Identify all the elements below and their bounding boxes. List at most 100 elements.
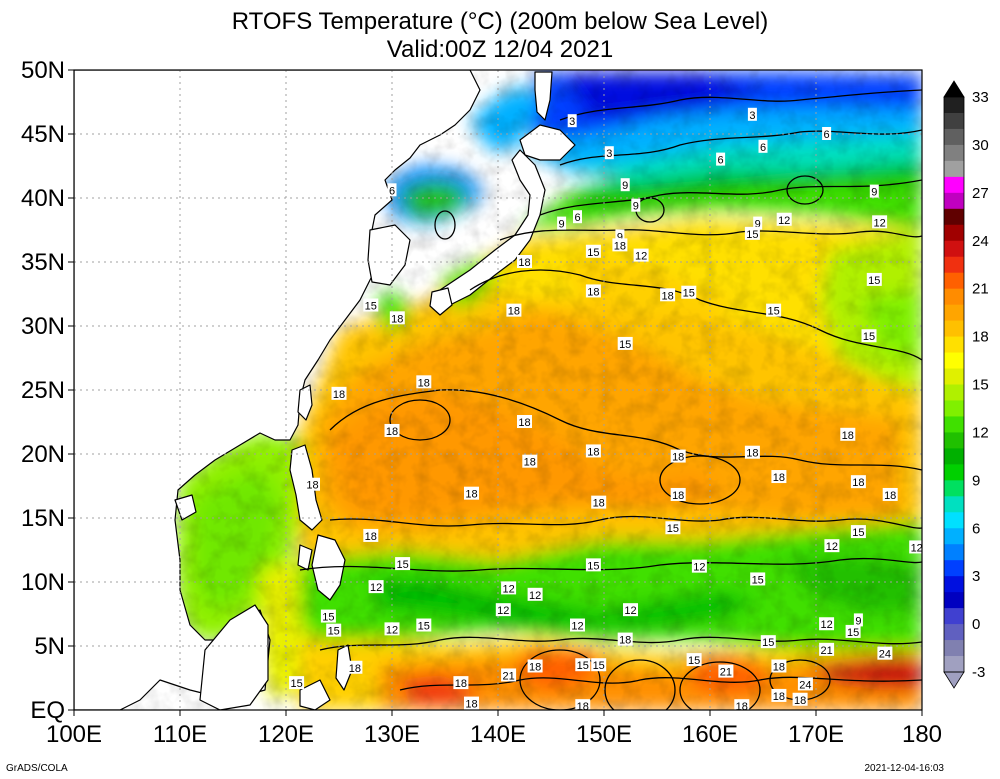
svg-text:18: 18 [391,313,403,325]
svg-text:18: 18 [465,699,477,711]
svg-text:15: 15 [863,331,875,343]
colorbar-swatch [944,416,964,433]
contour-label: 18 [617,632,633,647]
map-gridlines [74,70,922,710]
svg-text:15: 15 [587,560,599,572]
svg-text:21: 21 [502,670,514,682]
temperature-field [74,70,922,710]
contour-label: 15 [744,226,760,241]
svg-text:15: 15 [290,678,302,690]
lat-tick-label: 45N [21,121,65,148]
svg-text:18: 18 [518,417,530,429]
colorbar-label: 15 [972,377,989,394]
contour-label: 12 [368,580,384,594]
svg-text:15: 15 [619,339,631,351]
svg-text:15: 15 [852,527,864,539]
svg-text:18: 18 [529,661,541,673]
contour-label: 15 [750,572,766,586]
colorbar-label: 12 [972,424,989,441]
contour-label: 12 [691,559,707,574]
contour-label: 15 [585,244,601,259]
colorbar-swatch [944,272,964,290]
svg-text:18: 18 [852,477,864,489]
colorbar-swatch [944,560,964,577]
svg-text:9: 9 [622,180,628,192]
colorbar-swatch [944,624,964,641]
contour-label: 18 [734,699,750,713]
colorbar-swatch [944,608,964,625]
contour-label: 24 [877,646,893,661]
colorbar-swatch [944,320,964,338]
lat-tick-label: 25N [21,377,65,404]
contour-label: 12 [824,539,840,553]
svg-text:15: 15 [322,612,334,624]
lat-tick-label: 5N [34,633,65,660]
svg-text:18: 18 [842,430,854,442]
svg-text:12: 12 [624,605,636,617]
contour-label: 18 [517,415,532,429]
map-title: RTOFS Temperature (°C) (200m below Sea L… [231,8,769,35]
contour-label: 18 [850,475,866,489]
svg-text:18: 18 [518,257,530,269]
contour-label: 9 [753,216,763,231]
contour-label: 15 [861,329,877,343]
svg-text:18: 18 [418,377,430,389]
colorbar-label: 21 [972,281,989,298]
lon-tick-label: 170E [788,721,844,748]
svg-text:12: 12 [873,217,885,229]
colorbar-swatch [944,640,964,657]
contour-label: 9 [557,216,567,231]
colorbar-swatch [944,384,964,401]
svg-text:6: 6 [718,155,724,167]
contour-label: 6 [716,152,726,167]
svg-text:18: 18 [508,306,520,318]
svg-text:9: 9 [617,231,623,243]
colorbar-swatch [944,432,964,449]
contour-label: 15 [591,658,607,672]
svg-text:3: 3 [606,148,612,160]
contour-label: 15 [850,525,866,539]
colorbar-swatch [944,496,964,513]
colorbar-swatch [944,448,964,465]
svg-text:18: 18 [794,695,806,707]
svg-text:18: 18 [455,678,467,690]
svg-text:18: 18 [349,663,361,675]
svg-text:18: 18 [577,701,589,713]
svg-text:15: 15 [593,660,605,672]
svg-text:12: 12 [693,562,705,574]
contour-label: 15 [766,303,782,318]
contour-label: 15 [686,653,702,667]
svg-text:15: 15 [752,574,764,586]
lon-tick-label: 110E [153,721,207,748]
colorbar-swatch [944,288,964,306]
contour-label: 12 [623,603,638,617]
contour-label: 15 [866,272,882,287]
svg-text:24: 24 [799,679,811,691]
svg-text:18: 18 [672,490,684,502]
lat-tick-label: 10N [21,569,65,596]
svg-text:9: 9 [871,187,877,199]
colorbar-label: 27 [972,185,989,202]
lon-tick-label: 160E [682,721,738,748]
svg-text:12: 12 [635,251,647,263]
svg-text:18: 18 [746,448,758,460]
colorbar-swatch [944,528,964,545]
contour-label: 21 [819,642,835,657]
contour-label: 3 [604,146,614,160]
contour-label: 18 [840,427,856,442]
svg-text:6: 6 [760,142,766,154]
lat-tick-label: 20N [21,441,65,468]
svg-text:24: 24 [879,649,891,661]
contour-label: 18 [585,444,601,458]
contour-label: 18 [527,659,543,673]
svg-text:12: 12 [502,583,514,595]
contour-label: 18 [384,423,400,438]
colorbar-bottom-arrow [943,671,965,689]
colorbar-swatch [944,176,964,194]
svg-text:18: 18 [661,290,673,302]
lon-tick-label: 140E [470,721,526,748]
contour-label: 12 [495,603,511,617]
contour-lines [299,89,922,710]
